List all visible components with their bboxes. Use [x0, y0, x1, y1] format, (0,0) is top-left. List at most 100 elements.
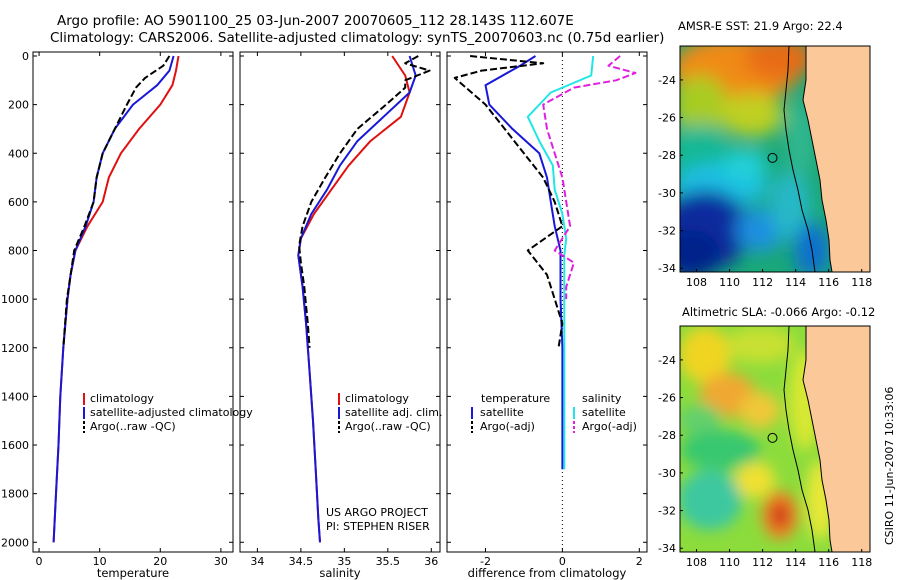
temperature-axes-frame: [32, 51, 234, 553]
map-y-tick-label: -24: [658, 354, 676, 367]
legend-header-temperature: temperature: [481, 392, 550, 405]
difference-axes-frame: [446, 51, 648, 553]
sla-map: [679, 325, 871, 553]
map-x-tick-label: 118: [851, 276, 872, 289]
difference-panel: -2 0 2 difference from climatology: [446, 51, 648, 580]
y-tick-label: 1200: [1, 342, 29, 355]
map-y-tick-label: -28: [658, 429, 676, 442]
series-line-argo-raw-qc-: [298, 55, 431, 348]
pi-annotation: PI: STEPHEN RISER: [326, 520, 430, 533]
sst-profile-marker: [767, 152, 778, 163]
legend-label-temp-argo: Argo(-adj): [480, 420, 535, 433]
y-tick-label: 1600: [1, 439, 29, 452]
sla-shelf-contour: [783, 326, 816, 552]
figure-title-line2: Climatology: CARS2006. Satellite-adjuste…: [50, 30, 664, 46]
map-x-tick-label: 116: [818, 276, 839, 289]
map-x-tick-label: 112: [752, 556, 773, 569]
legend-label-sal-argo: Argo(-adj): [582, 420, 637, 433]
sla-coastline: [802, 326, 833, 552]
legend-header-salinity: salinity: [582, 392, 622, 405]
sst-map-title: AMSR-E SST: 21.9 Argo: 22.4: [678, 19, 843, 33]
map-x-tick-label: 108: [686, 276, 707, 289]
y-tick-label: 2000: [1, 536, 29, 549]
sst-coastline: [802, 46, 833, 272]
legend-label-argo: Argo(..raw -QC): [345, 420, 431, 433]
salinity-axes-frame: [239, 51, 441, 553]
salinity-legend: climatology satellite adj. clim. Argo(..…: [338, 392, 442, 433]
series-line-temperature-satellite: [484, 55, 564, 470]
y-tick-label: 800: [8, 245, 29, 258]
side-timestamp: CSIRO 11-Jun-2007 10:33:06: [883, 387, 896, 545]
x-tick-label: 34: [250, 555, 264, 568]
legend-label-argo: Argo(..raw -QC): [90, 420, 176, 433]
sst-shelf-contour: [783, 46, 816, 272]
temperature-xlabel: temperature: [97, 566, 169, 580]
x-tick-label: 20: [153, 555, 167, 568]
difference-legend: temperature satellite Argo(-adj) salinit…: [471, 392, 637, 433]
x-tick-label: 34.5: [289, 555, 314, 568]
map-y-tick-label: -30: [658, 187, 676, 200]
map-y-tick-label: -30: [658, 467, 676, 480]
map-axes: 108 110 112 114 116 118 -24 -26 -28 -30 -32 -34 108 1…: [658, 74, 872, 569]
map-x-tick-label: 110: [719, 556, 740, 569]
x-tick-label: 2: [636, 555, 643, 568]
map-y-tick-label: -32: [658, 225, 676, 238]
legend-label-satellite: satellite adj. clim.: [345, 406, 442, 419]
series-line-argo-raw-qc-: [62, 55, 171, 348]
series-line-temperature-argo-adj-: [453, 55, 564, 348]
map-y-tick-label: -34: [658, 542, 676, 555]
temperature-legend: climatology satellite-adjusted climatolo…: [83, 392, 253, 433]
map-x-tick-label: 114: [785, 276, 806, 289]
map-x-tick-label: 110: [719, 276, 740, 289]
sla-frame: [679, 325, 871, 553]
x-tick-label: -2: [480, 555, 491, 568]
x-tick-label: 0: [36, 555, 43, 568]
x-tick-label: 10: [93, 555, 107, 568]
y-tick-label: 0: [22, 50, 29, 63]
x-tick-label: 30: [214, 555, 228, 568]
sla-field: [680, 327, 834, 540]
map-y-tick-label: -32: [658, 505, 676, 518]
sla-land: [803, 326, 870, 552]
legend-label-climatology: climatology: [345, 392, 409, 405]
x-tick-label: 35: [337, 555, 351, 568]
map-x-tick-label: 112: [752, 276, 773, 289]
salinity-xlabel: salinity: [319, 566, 360, 580]
map-y-tick-label: -24: [658, 74, 676, 87]
map-y-tick-label: -26: [658, 392, 676, 405]
map-x-tick-label: 116: [818, 556, 839, 569]
sst-frame: [679, 45, 871, 273]
map-y-tick-label: -26: [658, 112, 676, 125]
legend-label-temp-satellite: satellite: [480, 406, 524, 419]
series-line-satellite-adjusted-climatology: [52, 55, 175, 543]
series-line-satellite-adj-clim-: [297, 55, 417, 543]
y-tick-label: 1400: [1, 390, 29, 403]
legend-label-satellite: satellite-adjusted climatology: [90, 406, 253, 419]
sla-map-title: Altimetric SLA: -0.066 Argo: -0.12: [682, 305, 875, 319]
sst-field: [680, 46, 830, 272]
sla-profile-marker: [767, 432, 778, 443]
map-x-tick-label: 108: [686, 556, 707, 569]
y-tick-label: 400: [8, 147, 29, 160]
figure-title-line1: Argo profile: AO 5901100_25 03-Jun-2007 …: [57, 13, 574, 29]
y-tick-label: 1800: [1, 488, 29, 501]
sst-land: [803, 46, 870, 272]
difference-xlabel: difference from climatology: [468, 566, 627, 580]
sst-map: [679, 45, 871, 273]
series-line-climatology: [52, 55, 180, 543]
legend-label-sal-satellite: satellite: [582, 406, 626, 419]
y-tick-label: 600: [8, 196, 29, 209]
map-x-tick-label: 118: [851, 556, 872, 569]
series-line-salinity-satellite: [526, 55, 595, 470]
salinity-panel: 34 34.5 35 35.5 36 salinity: [239, 51, 441, 580]
temperature-panel: 0 10 20 30 temperature 0 200 400 600 800 1000 1200 1…: [1, 50, 234, 580]
y-tick-label: 1000: [1, 293, 29, 306]
x-tick-label: 35.5: [376, 555, 401, 568]
map-y-tick-label: -28: [658, 149, 676, 162]
x-tick-label: 36: [424, 555, 438, 568]
map-x-tick-label: 114: [785, 556, 806, 569]
map-y-tick-label: -34: [658, 262, 676, 275]
legend-label-climatology: climatology: [90, 392, 154, 405]
x-tick-label: 0: [559, 555, 566, 568]
